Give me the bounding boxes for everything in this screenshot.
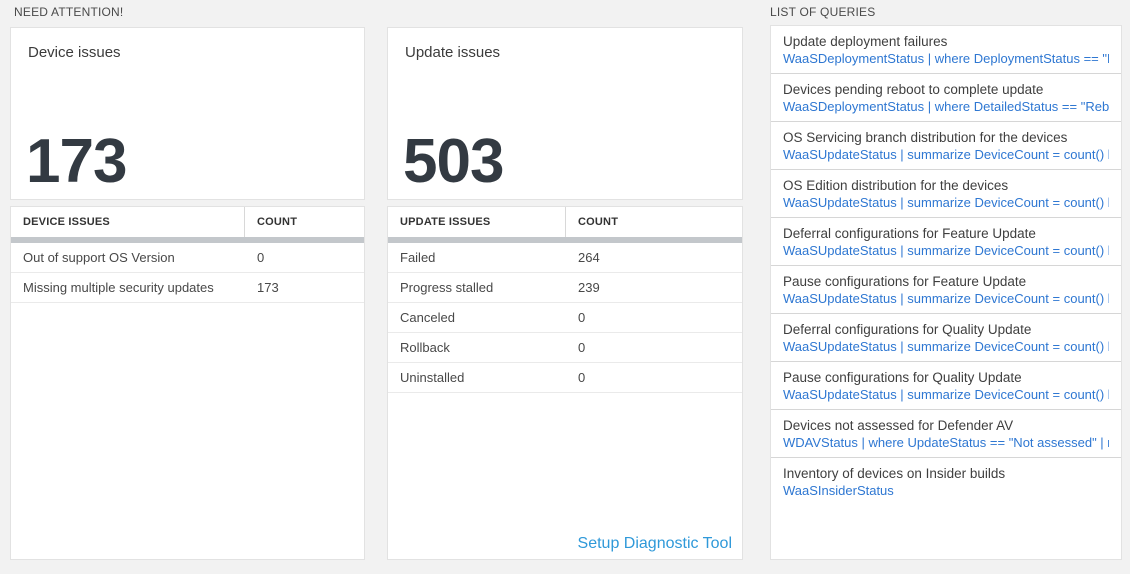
count-column-header: COUNT <box>257 216 298 228</box>
device-issues-count: 173 <box>26 127 127 196</box>
update-issues-column-header: UPDATE ISSUES <box>388 207 566 237</box>
count-column-header: COUNT <box>578 216 619 228</box>
query-list-item[interactable]: Update deployment failures WaaSDeploymen… <box>771 26 1121 74</box>
query-list-item[interactable]: Deferral configurations for Feature Upda… <box>771 218 1121 266</box>
issue-count: 0 <box>257 250 265 265</box>
update-issues-table-header: UPDATE ISSUES COUNT <box>388 207 742 237</box>
query-text: WDAVStatus | where UpdateStatus == "Not … <box>783 435 1109 450</box>
table-row[interactable]: Failed 264 <box>388 243 742 273</box>
list-of-queries-panel: Update deployment failures WaaSDeploymen… <box>770 25 1122 560</box>
query-list-item[interactable]: Devices pending reboot to complete updat… <box>771 74 1121 122</box>
issue-name: Canceled <box>400 310 455 325</box>
list-of-queries-section-label: LIST OF QUERIES <box>770 5 876 19</box>
issue-count: 0 <box>578 310 586 325</box>
query-title: Inventory of devices on Insider builds <box>783 466 1006 481</box>
update-issues-tile[interactable]: Update issues 503 <box>387 27 743 200</box>
issue-name: Progress stalled <box>400 280 494 295</box>
issue-name: Uninstalled <box>400 370 465 385</box>
update-issues-title: Update issues <box>405 44 501 61</box>
device-issues-column-header: DEVICE ISSUES <box>11 207 245 237</box>
issue-name: Out of support OS Version <box>23 250 175 265</box>
query-text: WaaSDeploymentStatus | where DeploymentS… <box>783 51 1109 66</box>
query-title: Pause configurations for Quality Update <box>783 370 1022 385</box>
issue-name: Missing multiple security updates <box>23 280 214 295</box>
query-title: Devices not assessed for Defender AV <box>783 418 1014 433</box>
query-list-item[interactable]: Deferral configurations for Quality Upda… <box>771 314 1121 362</box>
query-title: Deferral configurations for Quality Upda… <box>783 322 1032 337</box>
setup-diagnostic-tool-link[interactable]: Setup Diagnostic Tool <box>577 535 732 552</box>
device-issues-tile[interactable]: Device issues 173 <box>10 27 365 200</box>
query-title: Pause configurations for Feature Update <box>783 274 1027 289</box>
table-row[interactable]: Rollback 0 <box>388 333 742 363</box>
issue-name: Rollback <box>400 340 450 355</box>
query-text: WaaSInsiderStatus <box>783 483 894 498</box>
table-row[interactable]: Missing multiple security updates 173 <box>11 273 364 303</box>
query-text: WaaSUpdateStatus | summarize DeviceCount… <box>783 291 1109 306</box>
issue-count: 173 <box>257 280 279 295</box>
issue-count: 239 <box>578 280 600 295</box>
query-list-item[interactable]: Inventory of devices on Insider builds W… <box>771 458 1121 505</box>
query-list-item[interactable]: Devices not assessed for Defender AV WDA… <box>771 410 1121 458</box>
need-attention-section-label: NEED ATTENTION! <box>14 5 124 19</box>
table-header-divider-bar <box>388 237 742 243</box>
query-text: WaaSUpdateStatus | summarize DeviceCount… <box>783 147 1109 162</box>
device-issues-table-header: DEVICE ISSUES COUNT <box>11 207 364 237</box>
query-title: OS Edition distribution for the devices <box>783 178 1009 193</box>
issue-count: 0 <box>578 340 586 355</box>
issue-name: Failed <box>400 250 436 265</box>
update-issues-count: 503 <box>403 127 504 196</box>
query-list-item[interactable]: Pause configurations for Feature Update … <box>771 266 1121 314</box>
table-row[interactable]: Canceled 0 <box>388 303 742 333</box>
table-row[interactable]: Out of support OS Version 0 <box>11 243 364 273</box>
update-issues-table: UPDATE ISSUES COUNT Failed 264 Progress … <box>387 206 743 560</box>
query-list-item[interactable]: Pause configurations for Quality Update … <box>771 362 1121 410</box>
query-text: WaaSDeploymentStatus | where DetailedSta… <box>783 99 1109 114</box>
query-text: WaaSUpdateStatus | summarize DeviceCount… <box>783 339 1109 354</box>
query-title: Deferral configurations for Feature Upda… <box>783 226 1036 241</box>
device-issues-table: DEVICE ISSUES COUNT Out of support OS Ve… <box>10 206 365 560</box>
query-list-item[interactable]: OS Edition distribution for the devices … <box>771 170 1121 218</box>
query-text: WaaSUpdateStatus | summarize DeviceCount… <box>783 243 1109 258</box>
device-issues-title: Device issues <box>28 44 121 61</box>
table-row[interactable]: Uninstalled 0 <box>388 363 742 393</box>
issue-count: 0 <box>578 370 586 385</box>
table-row[interactable]: Progress stalled 239 <box>388 273 742 303</box>
query-title: Devices pending reboot to complete updat… <box>783 82 1044 97</box>
query-title: Update deployment failures <box>783 34 948 49</box>
query-text: WaaSUpdateStatus | summarize DeviceCount… <box>783 195 1109 210</box>
issue-count: 264 <box>578 250 600 265</box>
query-title: OS Servicing branch distribution for the… <box>783 130 1068 145</box>
query-text: WaaSUpdateStatus | summarize DeviceCount… <box>783 387 1109 402</box>
table-header-divider-bar <box>11 237 364 243</box>
query-list-item[interactable]: OS Servicing branch distribution for the… <box>771 122 1121 170</box>
